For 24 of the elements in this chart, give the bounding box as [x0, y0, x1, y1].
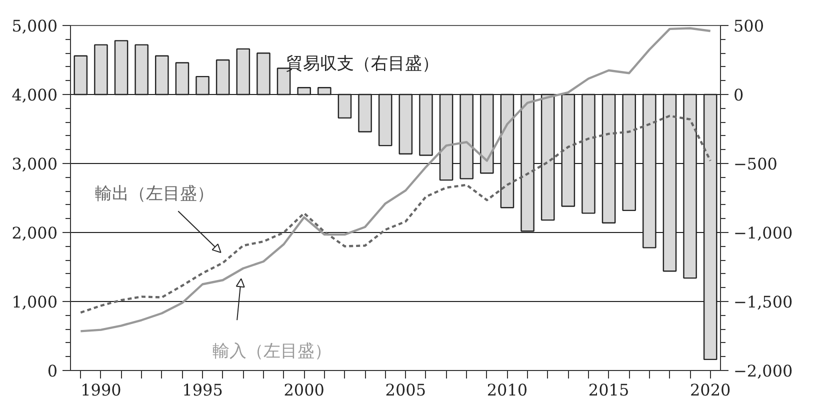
x-tick-label: 2020	[690, 380, 731, 400]
y-tick-label: 3,000	[12, 154, 58, 174]
text: 輸出（左目盛）	[94, 184, 214, 204]
x-tick-label: 2015	[588, 380, 630, 400]
x-tick-label: 1995	[182, 380, 223, 400]
text: 輸入（左目盛）	[212, 342, 332, 362]
y2-tick-label: 500	[734, 16, 764, 36]
y-tick-label: 5,000	[12, 16, 58, 36]
x-tick-label: 2010	[486, 380, 528, 400]
x-tick-label: 2000	[284, 380, 324, 400]
y2-tick-label: 0	[734, 86, 744, 104]
line-series	[80, 27, 712, 332]
y-tick-label: 4,000	[12, 86, 58, 104]
y2-tick-label: −1,500	[734, 292, 793, 312]
x-tick-label: 1990	[80, 380, 122, 400]
x-tick-label: 2005	[385, 380, 426, 400]
y2-tick-label: −2,000	[734, 362, 793, 380]
y-tick-label: 2,000	[12, 224, 58, 242]
y2-tick-label: −1,000	[734, 224, 793, 242]
y-tick-label: 1,000	[12, 292, 58, 312]
line-series	[80, 114, 712, 314]
series-label: 貿易収支（右目盛）	[286, 54, 439, 74]
y2-tick-label: −500	[734, 154, 778, 174]
y-tick-label: 0	[47, 362, 58, 380]
